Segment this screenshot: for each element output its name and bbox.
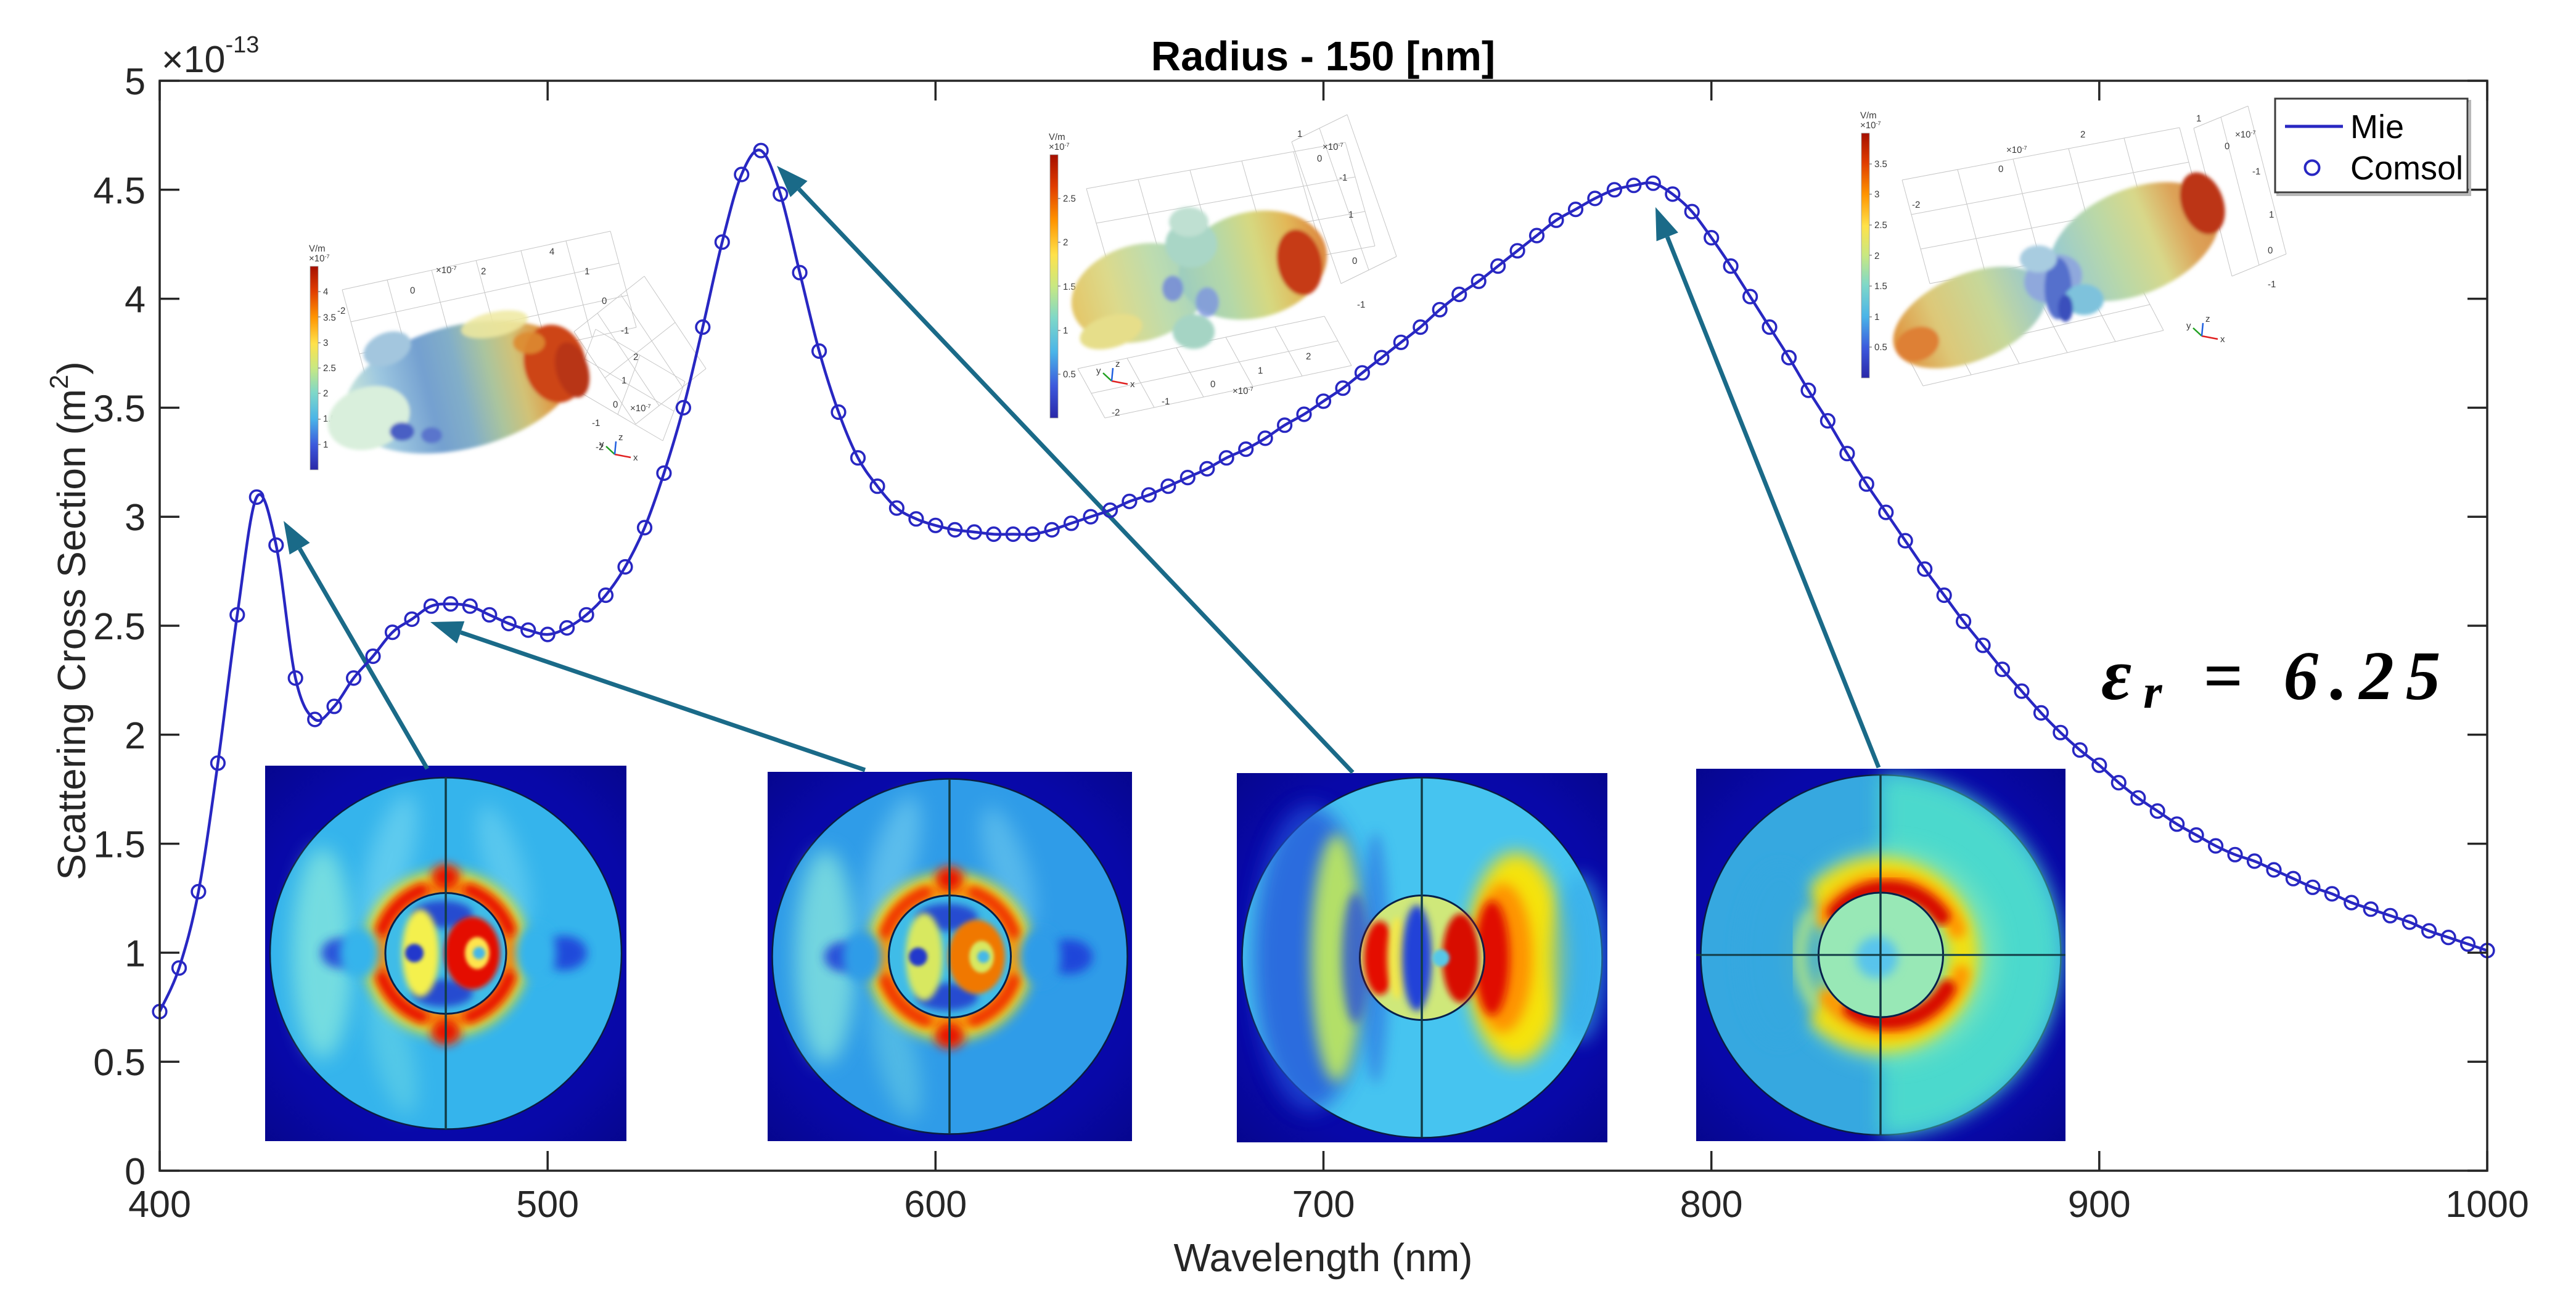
svg-text:1: 1 [1063, 326, 1068, 336]
svg-text:3: 3 [323, 338, 328, 348]
svg-text:Radius - 150 [nm]: Radius - 150 [nm] [1151, 33, 1495, 80]
svg-text:0: 0 [125, 1150, 146, 1192]
svg-text:-1: -1 [592, 418, 600, 428]
svg-text:1: 1 [1297, 129, 1302, 139]
svg-text:-2: -2 [1912, 200, 1920, 210]
svg-text:y: y [2186, 321, 2191, 331]
svg-text:0: 0 [410, 285, 415, 296]
svg-text:×10-7: ×10-7 [2235, 129, 2255, 140]
svg-text:1: 1 [323, 440, 328, 450]
svg-text:-1: -1 [1357, 300, 1365, 310]
svg-text:-1: -1 [1162, 396, 1170, 407]
svg-text:2.5: 2.5 [1063, 194, 1076, 204]
svg-text:3.5: 3.5 [1874, 159, 1887, 170]
svg-text:V/m: V/m [1860, 110, 1877, 121]
svg-text:×10-7: ×10-7 [1860, 120, 1881, 131]
svg-text:1.5: 1.5 [93, 824, 146, 866]
svg-text:-1: -1 [2268, 279, 2276, 290]
svg-text:0: 0 [1352, 256, 1357, 266]
svg-text:V/m: V/m [1049, 132, 1065, 142]
svg-text:×10-7: ×10-7 [1323, 142, 1343, 152]
svg-text:2.5: 2.5 [1874, 220, 1887, 231]
svg-text:2: 2 [1874, 251, 1879, 261]
svg-text:z: z [2205, 314, 2210, 324]
svg-text:×10-7: ×10-7 [630, 403, 650, 414]
svg-text:0: 0 [1317, 154, 1322, 164]
svg-text:4.5: 4.5 [93, 170, 146, 211]
svg-text:×10-7: ×10-7 [309, 253, 329, 264]
svg-text:×10-7: ×10-7 [1233, 386, 1253, 396]
svg-text:1.5: 1.5 [1063, 282, 1076, 292]
svg-text:0.5: 0.5 [93, 1041, 146, 1083]
svg-text:2: 2 [2080, 129, 2085, 140]
svg-text:V/m: V/m [309, 244, 326, 254]
svg-text:900: 900 [2068, 1183, 2131, 1225]
svg-text:1000: 1000 [2445, 1183, 2529, 1225]
svg-text:1.5: 1.5 [1874, 281, 1887, 292]
svg-text:0.5: 0.5 [1063, 369, 1076, 380]
svg-text:3.5: 3.5 [93, 387, 146, 429]
svg-text:×10-7: ×10-7 [436, 265, 456, 276]
svg-text:-1: -1 [2252, 166, 2260, 177]
svg-text:1: 1 [585, 266, 589, 277]
svg-text:1: 1 [125, 932, 146, 974]
svg-text:x: x [2220, 334, 2225, 345]
svg-text:2.5: 2.5 [323, 363, 336, 374]
svg-text:5: 5 [125, 60, 146, 102]
svg-text:-1: -1 [1339, 173, 1347, 183]
svg-text:3: 3 [1874, 189, 1879, 200]
svg-text:1: 1 [1348, 210, 1353, 220]
svg-text:×10-7: ×10-7 [1049, 142, 1069, 152]
svg-text:x: x [1130, 379, 1135, 390]
svg-text:0: 0 [1210, 379, 1215, 390]
svg-text:2.5: 2.5 [93, 605, 146, 647]
svg-text:-1: -1 [621, 326, 629, 336]
svg-text:2: 2 [323, 388, 328, 399]
svg-text:3: 3 [125, 496, 146, 538]
svg-text:0: 0 [1998, 164, 2003, 174]
svg-text:-2: -2 [596, 442, 604, 452]
svg-text:1: 1 [1258, 366, 1263, 376]
svg-text:Scattering Cross Section (m2): Scattering Cross Section (m2) [44, 361, 94, 880]
svg-text:1: 1 [1874, 312, 1879, 322]
svg-text:2: 2 [1063, 237, 1068, 248]
svg-text:700: 700 [1292, 1183, 1355, 1225]
svg-text:800: 800 [1680, 1183, 1743, 1225]
svg-text:×10-7: ×10-7 [2006, 145, 2027, 155]
svg-text:2: 2 [1306, 351, 1311, 362]
svg-text:0.5: 0.5 [1874, 342, 1887, 353]
svg-text:Mie: Mie [2350, 109, 2404, 145]
svg-text:600: 600 [904, 1183, 967, 1225]
svg-text:4: 4 [549, 247, 554, 257]
svg-text:1: 1 [2196, 113, 2201, 124]
svg-text:-2: -2 [337, 306, 345, 316]
svg-text:y: y [1096, 366, 1101, 376]
svg-text:3.5: 3.5 [323, 313, 336, 323]
svg-text:y: y [599, 439, 604, 449]
svg-text:Wavelength (nm): Wavelength (nm) [1174, 1235, 1473, 1280]
svg-text:Comsol: Comsol [2350, 150, 2463, 187]
svg-text:2: 2 [125, 715, 146, 756]
svg-text:0: 0 [602, 296, 607, 306]
svg-text:1: 1 [2269, 210, 2274, 220]
svg-text:x: x [633, 452, 638, 463]
svg-text:-2: -2 [1112, 407, 1120, 418]
svg-text:4: 4 [323, 287, 328, 297]
svg-text:εr = 6.25: εr = 6.25 [2101, 633, 2452, 718]
svg-text:0: 0 [2225, 141, 2229, 152]
svg-text:z: z [618, 432, 623, 443]
svg-text:500: 500 [516, 1183, 579, 1225]
svg-text:0: 0 [2268, 245, 2273, 256]
svg-text:0: 0 [613, 399, 618, 410]
svg-text:400: 400 [128, 1183, 191, 1225]
svg-text:z: z [1115, 359, 1120, 369]
svg-text:2: 2 [633, 352, 638, 362]
svg-text:1: 1 [621, 375, 626, 386]
svg-text:2: 2 [481, 266, 486, 277]
svg-text:4: 4 [125, 279, 146, 321]
